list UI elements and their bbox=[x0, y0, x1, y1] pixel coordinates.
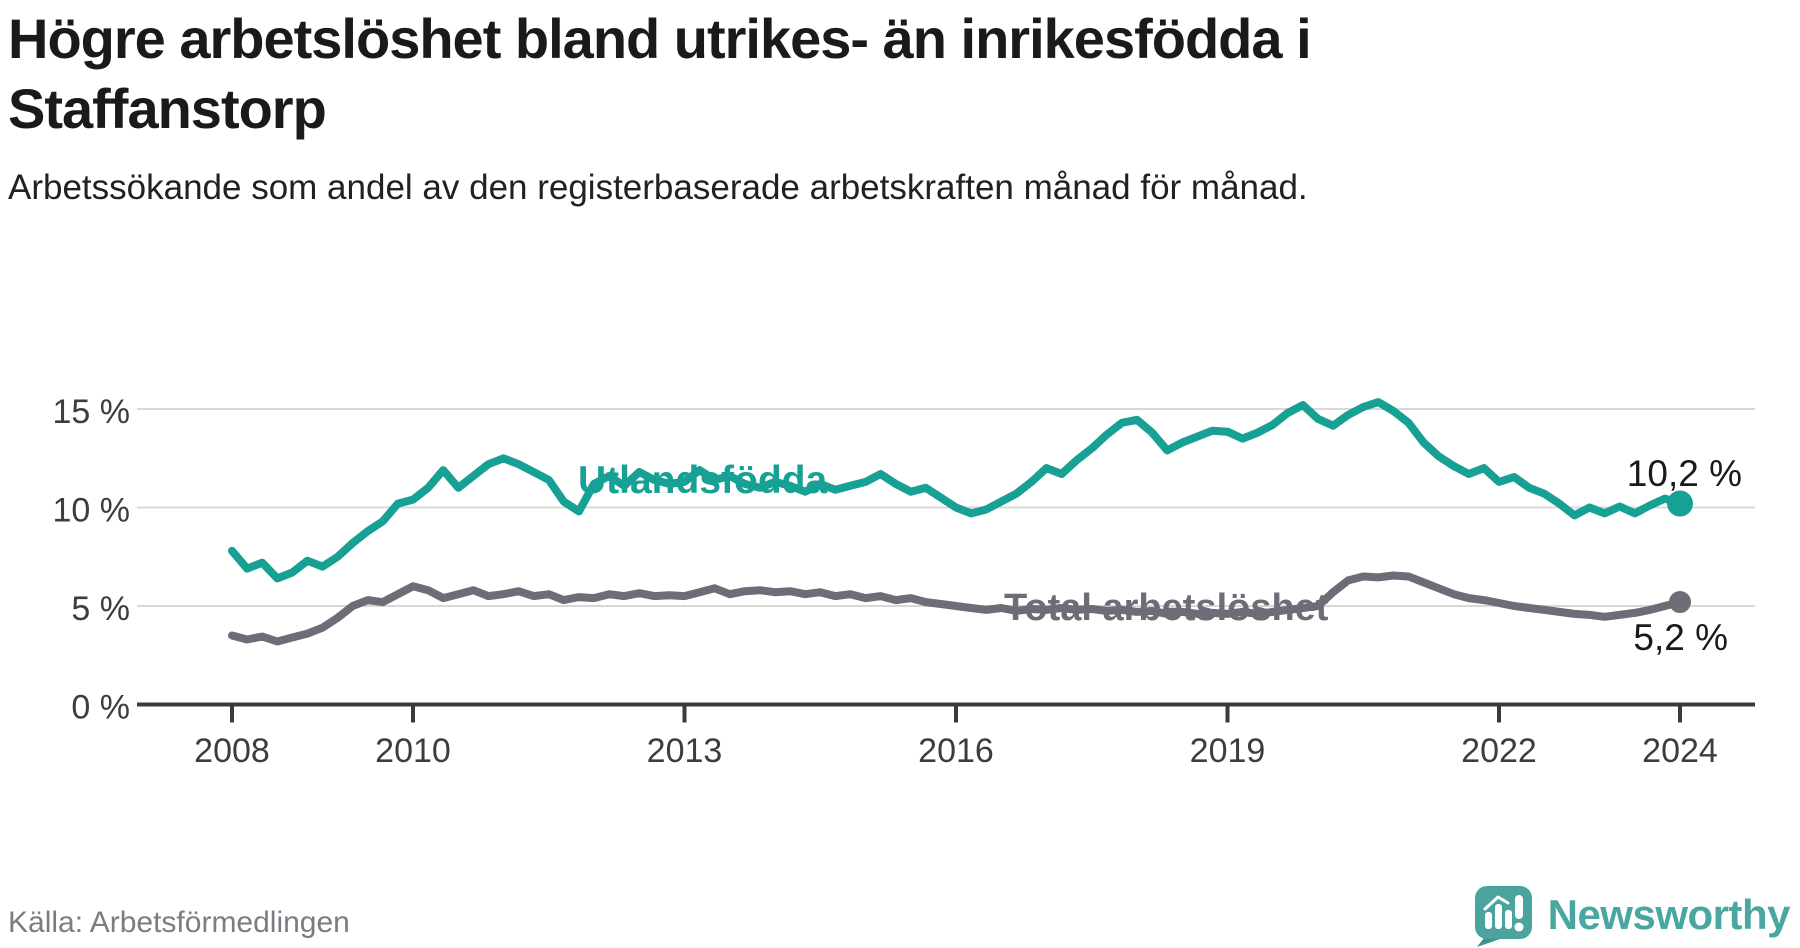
y-tick-label: 0 % bbox=[71, 689, 130, 727]
page-title: Högre arbetslöshet bland utrikes- än inr… bbox=[8, 4, 1553, 144]
x-tick-label: 2019 bbox=[1190, 732, 1266, 770]
newsworthy-logo-text: Newsworthy bbox=[1547, 891, 1791, 938]
y-tick-label: 10 % bbox=[53, 492, 131, 530]
page-title-line2: Staffanstorp bbox=[8, 77, 327, 140]
x-tick-label: 2010 bbox=[375, 732, 451, 770]
series-line-total-arbetsloshet bbox=[228, 571, 1684, 646]
x-tick-label: 2013 bbox=[647, 732, 723, 770]
newsworthy-logo: Newsworthy bbox=[1472, 882, 1791, 948]
series-end-value-total-arbetsloshet: 5,2 % bbox=[1633, 617, 1728, 658]
series-label-utlandsfodda: Utlandsfödda bbox=[578, 459, 827, 502]
series-end-value-utlandsfodda: 10,2 % bbox=[1627, 453, 1742, 494]
source-note: Källa: Arbetsförmedlingen bbox=[8, 906, 350, 939]
series-end-dot-utlandsfodda bbox=[1667, 490, 1693, 517]
y-tick-label: 15 % bbox=[53, 393, 131, 431]
x-tick-label: 2008 bbox=[194, 732, 270, 770]
series-end-dot-total-arbetsloshet bbox=[1669, 591, 1691, 614]
page-title-line1: Högre arbetslöshet bland utrikes- än inr… bbox=[8, 7, 1312, 70]
series-label-total-arbetsloshet: Total arbetslöshet bbox=[1004, 587, 1329, 629]
series-line-utlandsfodda bbox=[228, 398, 1684, 583]
newsworthy-logo-icon bbox=[1474, 886, 1532, 947]
x-tick-label: 2016 bbox=[918, 732, 994, 770]
x-tick-label: 2022 bbox=[1461, 732, 1537, 770]
x-tick-label: 2024 bbox=[1642, 732, 1718, 770]
chart-subtitle: Arbetssökande som andel av den registerb… bbox=[8, 168, 1308, 207]
y-tick-label: 5 % bbox=[71, 590, 130, 628]
